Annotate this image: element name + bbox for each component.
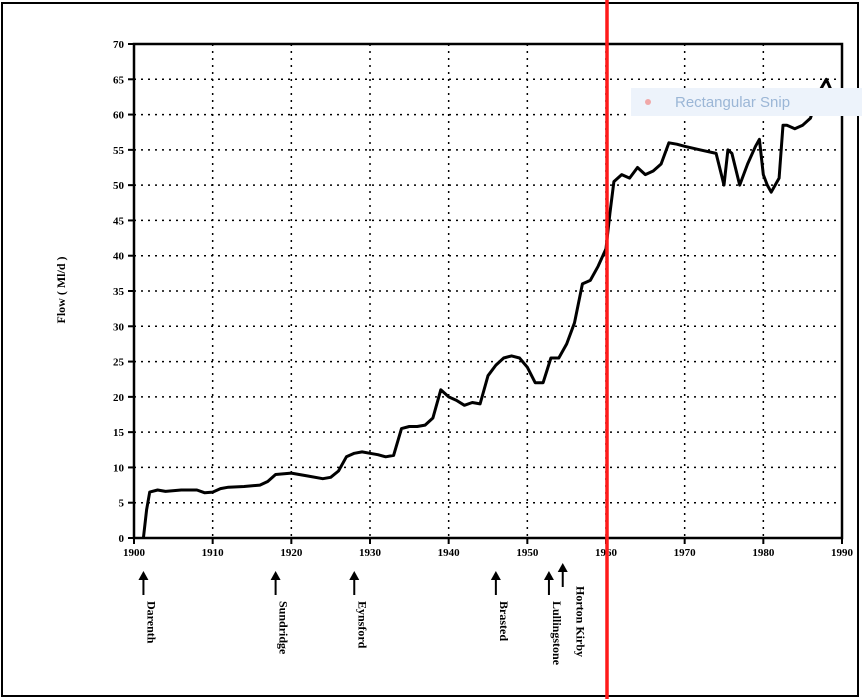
y-tick-label: 0 [119,533,125,545]
x-tick-label: 1980 [752,547,775,559]
annotation-label: Darenth [144,601,158,644]
annotation: Lullingstone [543,571,564,666]
y-tick-label: 65 [113,74,125,86]
y-tick-label: 5 [119,498,125,510]
x-tick-label: 1930 [359,547,382,559]
x-tick-label: 1910 [202,547,225,559]
y-tick-label: 60 [113,110,125,122]
annotation-label: Brasted [497,601,511,641]
arrow-head-icon [270,571,281,580]
arrow-head-icon [349,571,360,580]
annotation: Darenth [138,571,158,644]
y-tick-label: 35 [113,286,125,298]
x-axis: 1900191019201930194019501960197019801990 [123,538,854,559]
x-tick-label: 1940 [438,547,461,559]
snip-tool-label: Rectangular Snip [675,93,791,111]
record-dot-icon [645,99,651,105]
x-tick-label: 1950 [516,547,539,559]
y-tick-label: 25 [113,357,125,369]
y-tick-label: 55 [113,145,125,157]
x-tick-label: 1920 [280,547,303,559]
y-axis: 0 5 10 15 20 25 30 35 40 45 50 55 60 65 70 [113,39,134,545]
y-tick-label: 20 [113,392,125,404]
y-tick-label: 15 [113,427,125,439]
series-line-flow [141,77,844,539]
y-tick-label: 40 [113,251,125,263]
annotation-label: Horton Kirby [574,586,588,657]
annotation: Eynsford [349,571,369,649]
x-tick-label: 1900 [123,547,146,559]
annotation-label: Sundridge [277,601,291,655]
y-tick-label: 45 [113,215,125,227]
x-tick-label: 1970 [674,547,697,559]
arrow-head-icon [490,571,501,580]
grid-lines [134,44,842,538]
arrow-head-icon [557,563,568,572]
annotation: Brasted [490,571,511,641]
y-tick-label: 30 [113,321,125,333]
y-tick-label: 70 [113,39,125,51]
annotation: Sundridge [270,571,291,655]
annotation-label: Eynsford [355,601,369,649]
y-axis-label: Flow ( Ml/d ) [54,257,68,324]
y-tick-label: 50 [113,180,125,192]
arrow-head-icon [543,571,554,580]
x-tick-label: 1990 [831,547,854,559]
arrow-head-icon [138,571,149,580]
annotations: Darenth Sundridge Eynsford Brasted Lullingst… [138,563,588,666]
annotation-label: Lullingstone [550,601,564,666]
annotation: Horton Kirby [557,563,588,657]
snip-tool-badge[interactable]: Rectangular Snip [631,88,862,116]
y-tick-label: 10 [113,462,125,474]
